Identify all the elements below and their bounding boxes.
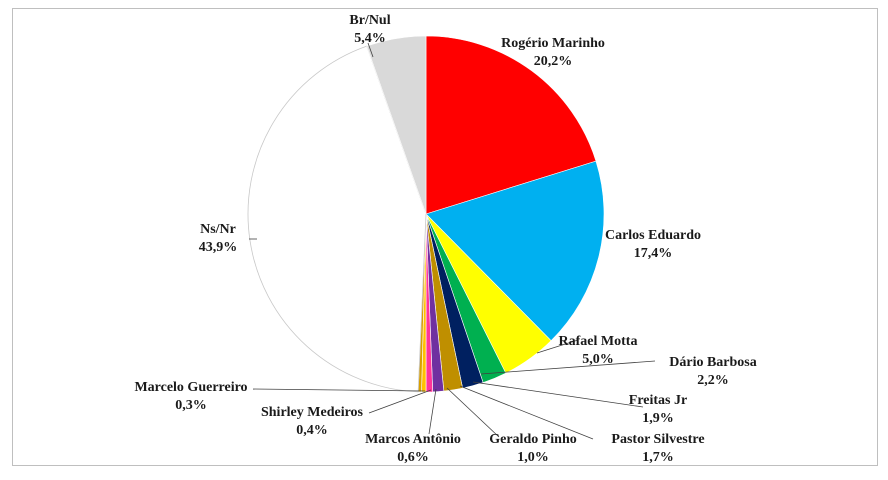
- slice-value-ns-nr: 43,9%: [199, 240, 238, 255]
- leader-line-marcos-antonio: [428, 388, 437, 435]
- slice-value-pastor-silvestre: 1,7%: [642, 450, 674, 465]
- slice-value-dario-barbosa: 2,2%: [697, 373, 729, 388]
- leader-line-geraldo-pinho: [446, 387, 500, 438]
- slice-name-marcelo-guerreiro: Marcelo Guerreiro: [134, 380, 247, 395]
- slice-value-freitas-jr: 1,9%: [642, 411, 674, 426]
- slice-name-marcos-antonio: Marcos Antônio: [365, 432, 461, 447]
- leader-line-shirley-medeiros: [368, 389, 432, 414]
- chart-frame: Rogério Marinho 20,2% Carlos Eduardo 17,4% R…: [12, 8, 878, 466]
- slice-name-pastor-silvestre: Pastor Silvestre: [611, 432, 704, 447]
- slice-value-br-nul: 5,4%: [354, 31, 386, 46]
- slice-name-freitas-jr: Freitas Jr: [629, 393, 687, 408]
- slice-value-rafael-motta: 5,0%: [582, 352, 614, 367]
- slice-value-geraldo-pinho: 1,0%: [517, 450, 549, 465]
- slice-value-marcos-antonio: 0,6%: [397, 450, 429, 465]
- pie-slice-carlos-eduardo: [425, 160, 605, 342]
- slice-name-carlos-eduardo: Carlos Eduardo: [605, 228, 701, 243]
- slice-name-dario-barbosa: Dário Barbosa: [669, 355, 757, 370]
- leader-line-br-nul: [367, 42, 374, 58]
- slice-name-br-nul: Br/Nul: [349, 13, 390, 28]
- leader-line-freitas-jr: [472, 381, 644, 408]
- slice-name-geraldo-pinho: Geraldo Pinho: [489, 432, 577, 447]
- leader-line-rafael-motta: [536, 339, 579, 354]
- slice-value-marcelo-guerreiro: 0,3%: [175, 398, 207, 413]
- leader-line-dario-barbosa: [480, 360, 656, 375]
- pie-slice-ns-nr: [247, 45, 427, 393]
- slice-name-rogerio-marinho: Rogério Marinho: [501, 36, 605, 51]
- pie-chart: Rogério Marinho 20,2% Carlos Eduardo 17,4% R…: [134, 13, 757, 465]
- slice-name-rafael-motta: Rafael Motta: [559, 334, 638, 349]
- slice-value-rogerio-marinho: 20,2%: [534, 54, 573, 69]
- slice-name-ns-nr: Ns/Nr: [200, 222, 236, 237]
- leader-line-pastor-silvestre: [459, 385, 594, 440]
- slice-value-shirley-medeiros: 0,4%: [296, 423, 328, 438]
- slice-value-carlos-eduardo: 17,4%: [634, 246, 673, 261]
- pie-slice-br-nul: [366, 35, 427, 215]
- leader-line-marcelo-guerreiro: [252, 388, 426, 392]
- pie-slice-rogerio-marinho: [425, 35, 597, 215]
- slice-name-shirley-medeiros: Shirley Medeiros: [261, 405, 364, 420]
